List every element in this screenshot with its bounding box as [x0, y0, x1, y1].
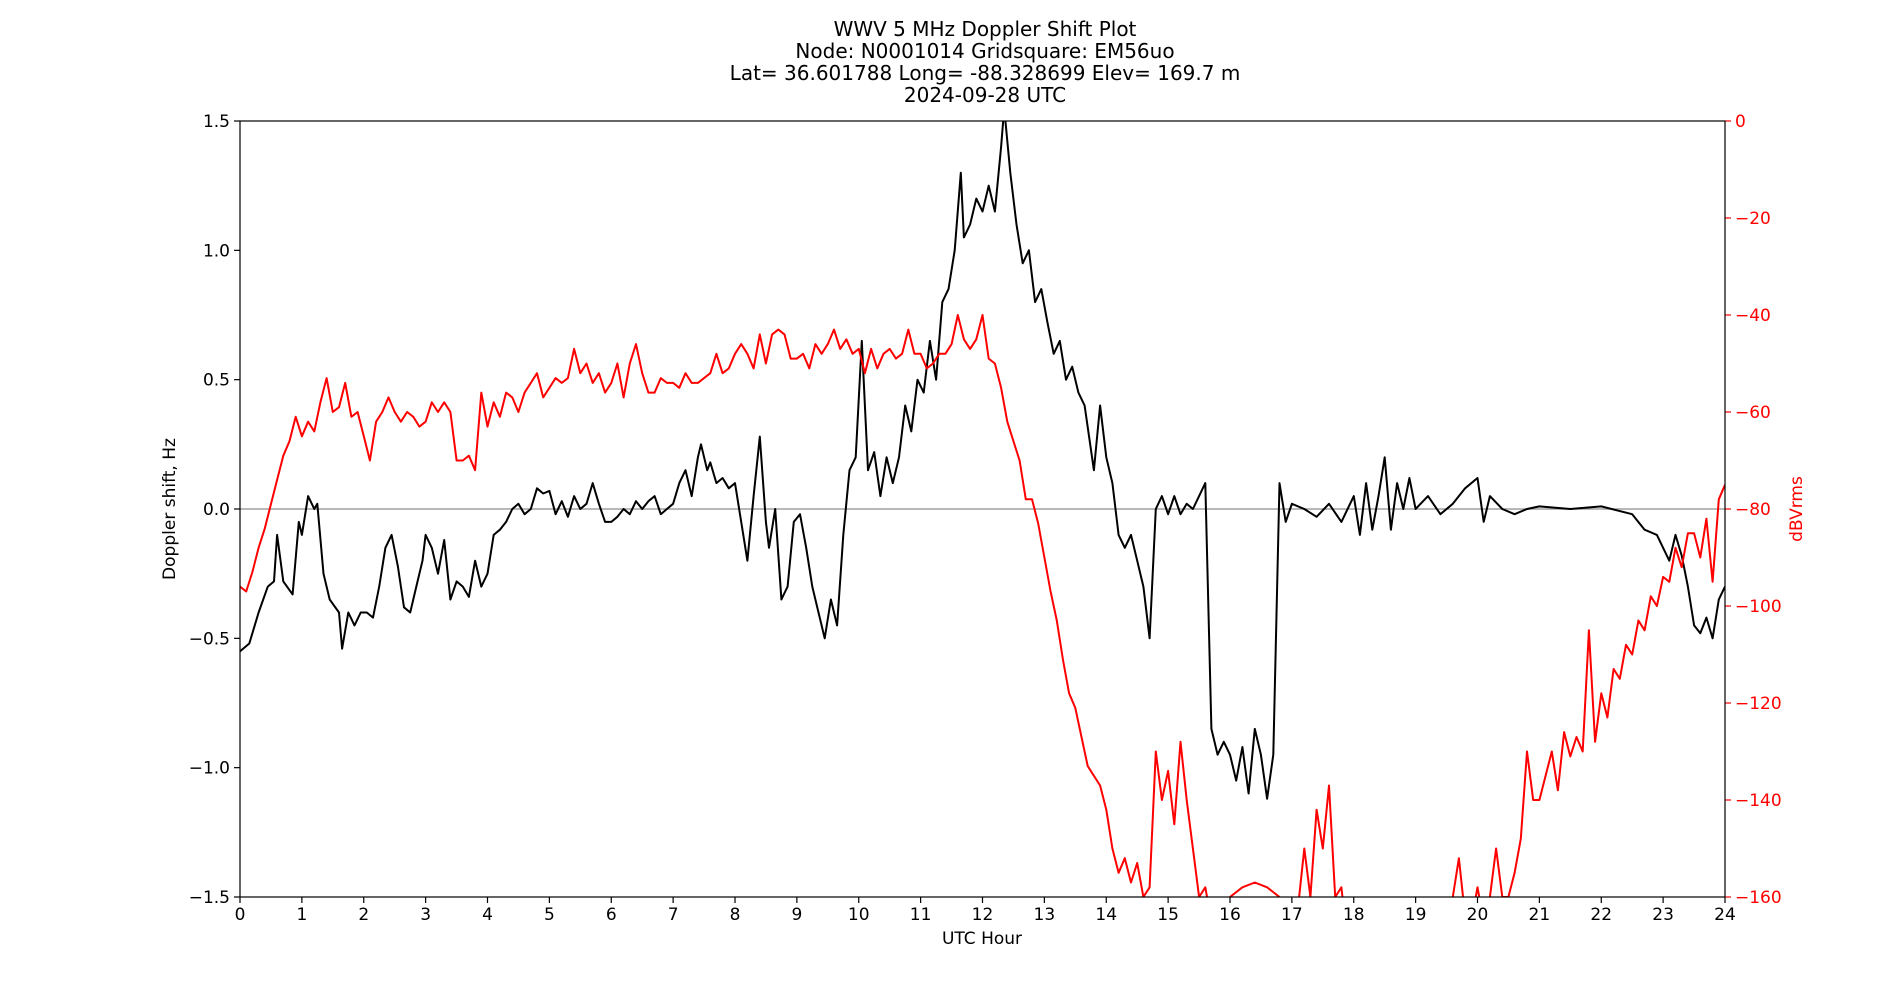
- x-tick-label: 2: [358, 905, 369, 925]
- y-left-tick-label: 0.0: [203, 500, 230, 520]
- x-tick-label: 10: [848, 905, 870, 925]
- x-tick-label: 4: [482, 905, 493, 925]
- x-tick-label: 17: [1281, 905, 1303, 925]
- y-right-tick-label: −20: [1735, 209, 1771, 229]
- x-tick-label: 8: [730, 905, 741, 925]
- x-tick-label: 20: [1467, 905, 1489, 925]
- x-tick-label: 12: [972, 905, 994, 925]
- plot-area: [240, 121, 1725, 897]
- y-left-tick-label: 1.0: [203, 241, 230, 261]
- y-left-tick-label: 0.5: [203, 371, 230, 391]
- title-line-2: Node: N0001014 Gridsquare: EM56uo: [795, 39, 1174, 63]
- x-tick-label: 15: [1157, 905, 1179, 925]
- y-left-tick-label: −1.0: [189, 759, 230, 779]
- title-line-1: WWV 5 MHz Doppler Shift Plot: [834, 17, 1137, 41]
- y-left-tick-label: −0.5: [189, 629, 230, 649]
- x-tick-label: 21: [1529, 905, 1551, 925]
- y-right-tick-label: −100: [1735, 597, 1782, 617]
- x-tick-label: 18: [1343, 905, 1365, 925]
- plot-frame: [239, 120, 1726, 898]
- y-right-tick-label: −80: [1735, 500, 1771, 520]
- x-tick-label: 24: [1714, 905, 1736, 925]
- x-tick-label: 13: [1034, 905, 1056, 925]
- y-axis-right-label: dBVrms: [1787, 476, 1807, 542]
- x-tick-label: 5: [544, 905, 555, 925]
- doppler-shift-line: [240, 121, 1725, 800]
- x-tick-label: 3: [420, 905, 431, 925]
- x-tick-label: 1: [296, 905, 307, 925]
- chart-title: WWV 5 MHz Doppler Shift Plot Node: N0001…: [730, 17, 1241, 107]
- x-tick-label: 22: [1590, 905, 1612, 925]
- y-axis-left-label: Doppler shift, Hz: [160, 438, 180, 580]
- y-right-tick-label: 0: [1735, 112, 1746, 132]
- title-line-4: 2024-09-28 UTC: [904, 83, 1066, 107]
- x-tick-label: 9: [791, 905, 802, 925]
- x-tick-label: 23: [1652, 905, 1674, 925]
- y-right-tick-label: −40: [1735, 306, 1771, 326]
- x-tick-label: 0: [235, 905, 246, 925]
- x-tick-label: 7: [668, 905, 679, 925]
- signal-level-line: [240, 314, 1725, 897]
- x-tick-label: 16: [1219, 905, 1241, 925]
- x-axis-label: UTC Hour: [942, 929, 1022, 949]
- x-tick-label: 11: [910, 905, 932, 925]
- y-left-tick-label: 1.5: [203, 112, 230, 132]
- y-right-tick-label: −120: [1735, 694, 1782, 714]
- y-right-tick-label: −60: [1735, 403, 1771, 423]
- title-line-3: Lat= 36.601788 Long= -88.328699 Elev= 16…: [730, 61, 1241, 85]
- x-tick-label: 6: [606, 905, 617, 925]
- x-tick-label: 19: [1405, 905, 1427, 925]
- x-tick-label: 14: [1095, 905, 1117, 925]
- axis-ticks: 0 1 2 3 4 5 6 7 8 9 10 11 12 13 14 15 16 17 18 19 20 21 22 23 24…: [189, 112, 1782, 925]
- y-right-tick-label: −140: [1735, 791, 1782, 811]
- y-right-tick-label: −160: [1735, 888, 1782, 908]
- y-left-tick-label: −1.5: [189, 888, 230, 908]
